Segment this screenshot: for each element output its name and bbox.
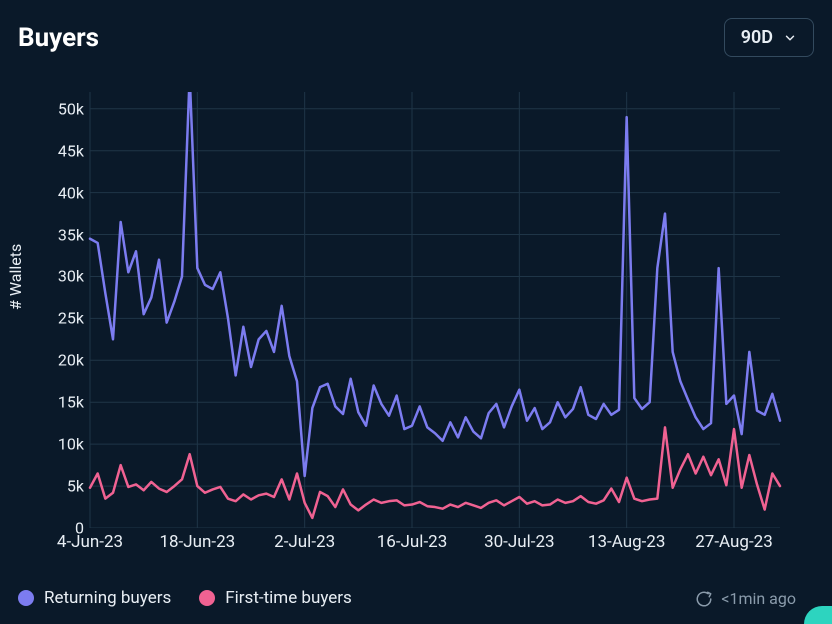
card-header: Buyers 90D — [18, 18, 814, 57]
legend-swatch — [18, 590, 34, 606]
x-tick-label: 13-Aug-23 — [588, 532, 666, 552]
legend-swatch — [199, 590, 215, 606]
x-tick-label: 4-Jun-23 — [57, 532, 123, 552]
line-chart — [48, 92, 784, 528]
legend-item: First-time buyers — [199, 588, 352, 608]
range-value: 90D — [741, 27, 773, 48]
x-tick-label: 2-Jul-23 — [274, 532, 335, 552]
refresh-icon — [695, 590, 713, 608]
legend-label: First-time buyers — [225, 588, 352, 608]
legend-item: Returning buyers — [18, 588, 171, 608]
card-title: Buyers — [18, 23, 99, 53]
series-line — [90, 427, 780, 518]
x-tick-label: 27-Aug-23 — [695, 532, 773, 552]
accent-corner — [804, 606, 832, 624]
range-selector[interactable]: 90D — [724, 18, 814, 57]
series-line — [90, 92, 780, 476]
x-tick-label: 30-Jul-23 — [484, 532, 555, 552]
x-tick-label: 18-Jun-23 — [159, 532, 235, 552]
chart-card: Buyers 90D # Wallets 05k10k15k20k25k30k3… — [0, 0, 832, 624]
chevron-down-icon — [783, 31, 797, 45]
x-tick-label: 16-Jul-23 — [377, 532, 448, 552]
legend-label: Returning buyers — [44, 588, 171, 608]
last-updated: <1min ago — [695, 589, 796, 608]
update-text: <1min ago — [721, 589, 796, 608]
legend: Returning buyers First-time buyers — [18, 588, 352, 608]
x-tick-labels: 4-Jun-23 18-Jun-23 2-Jul-23 16-Jul-23 30-Jul… — [48, 532, 784, 556]
